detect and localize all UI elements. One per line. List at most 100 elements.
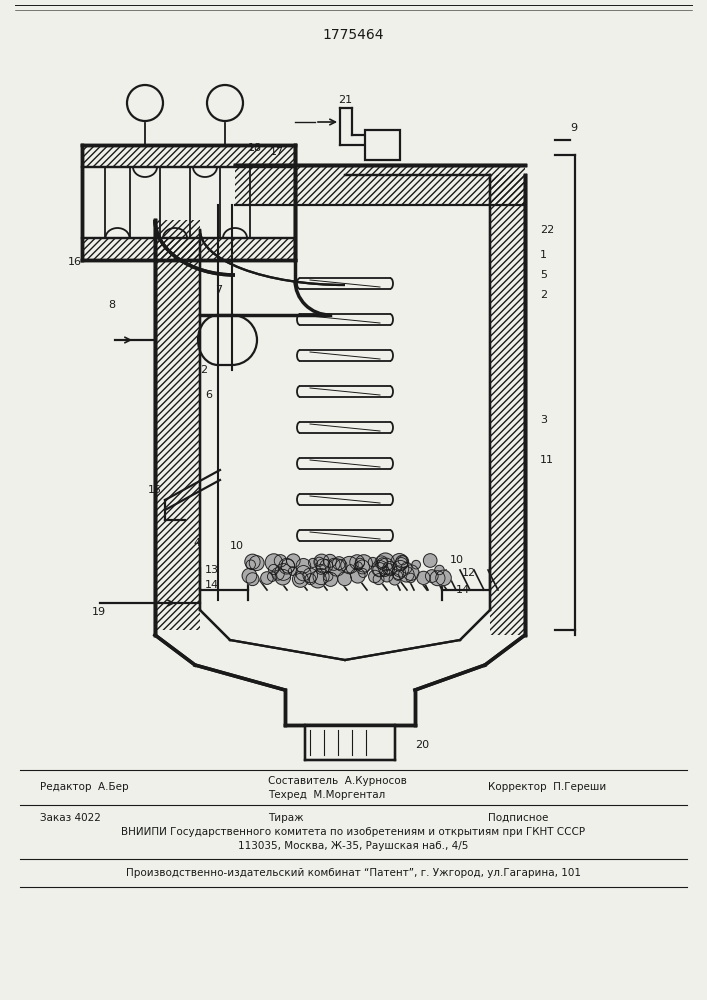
Circle shape — [396, 555, 409, 568]
Text: Техред  М.Моргентал: Техред М.Моргентал — [268, 790, 385, 800]
Bar — [155, 220, 200, 630]
Circle shape — [346, 565, 355, 573]
Circle shape — [391, 554, 408, 571]
Text: Производственно-издательский комбинат “Патент”, г. Ужгород, ул.Гагарина, 101: Производственно-издательский комбинат “П… — [126, 868, 580, 878]
Circle shape — [356, 558, 365, 567]
Circle shape — [296, 566, 311, 581]
Circle shape — [351, 568, 365, 583]
Circle shape — [323, 554, 337, 567]
Text: 2: 2 — [200, 365, 207, 375]
Text: Заказ 4022: Заказ 4022 — [40, 813, 101, 823]
Circle shape — [403, 565, 419, 580]
Text: 20: 20 — [415, 740, 429, 750]
Text: 12: 12 — [462, 568, 476, 578]
Text: ВНИИПИ Государственного комитета по изобретениям и открытиям при ГКНТ СССР: ВНИИПИ Государственного комитета по изоб… — [121, 827, 585, 837]
Circle shape — [341, 556, 358, 574]
Circle shape — [267, 572, 277, 581]
Text: 4: 4 — [193, 538, 200, 548]
Circle shape — [275, 564, 292, 580]
Circle shape — [328, 558, 340, 570]
Circle shape — [288, 567, 297, 575]
Circle shape — [373, 574, 384, 585]
Circle shape — [269, 564, 279, 575]
Text: 2: 2 — [540, 290, 547, 300]
Circle shape — [314, 554, 329, 570]
Text: 14: 14 — [205, 580, 219, 590]
Circle shape — [356, 560, 370, 574]
Circle shape — [377, 553, 395, 571]
Circle shape — [392, 566, 406, 579]
Text: 13: 13 — [205, 565, 219, 575]
Circle shape — [417, 571, 430, 584]
Circle shape — [261, 572, 274, 584]
Circle shape — [303, 568, 317, 583]
Circle shape — [368, 557, 378, 567]
Text: 10: 10 — [450, 555, 464, 565]
Circle shape — [354, 562, 362, 570]
Circle shape — [315, 557, 324, 566]
Text: 7: 7 — [215, 285, 222, 295]
Circle shape — [245, 554, 260, 569]
Text: Редактор  А.Бер: Редактор А.Бер — [40, 782, 129, 792]
Text: 5: 5 — [540, 270, 547, 280]
Circle shape — [336, 560, 347, 571]
Text: 21: 21 — [338, 95, 352, 105]
Bar — [82, 145, 295, 167]
Circle shape — [358, 569, 368, 577]
Circle shape — [316, 564, 326, 574]
Circle shape — [378, 558, 394, 574]
Circle shape — [375, 556, 388, 569]
Circle shape — [426, 570, 438, 582]
Circle shape — [423, 554, 437, 567]
Circle shape — [436, 570, 451, 586]
Circle shape — [384, 564, 395, 574]
Circle shape — [320, 560, 333, 572]
Text: 18: 18 — [248, 143, 262, 153]
Circle shape — [389, 574, 400, 585]
Circle shape — [373, 563, 387, 576]
Circle shape — [310, 571, 327, 588]
Text: 11: 11 — [540, 455, 554, 465]
Circle shape — [372, 561, 388, 577]
Circle shape — [350, 555, 365, 570]
Circle shape — [355, 555, 373, 572]
Text: 113035, Москва, Ж-35, Раушская наб., 4/5: 113035, Москва, Ж-35, Раушская наб., 4/5 — [238, 841, 468, 851]
Text: 1775464: 1775464 — [322, 28, 384, 42]
Circle shape — [246, 560, 255, 569]
Circle shape — [368, 570, 381, 583]
Circle shape — [435, 565, 444, 575]
Text: 16: 16 — [68, 257, 82, 267]
Text: Составитель  А.Курносов: Составитель А.Курносов — [268, 776, 407, 786]
Circle shape — [392, 560, 409, 577]
Circle shape — [246, 573, 259, 586]
Text: Подписное: Подписное — [488, 813, 549, 823]
Text: Тираж: Тираж — [268, 813, 303, 823]
Text: 1: 1 — [540, 250, 547, 260]
Circle shape — [274, 555, 286, 567]
Circle shape — [380, 569, 393, 582]
Circle shape — [399, 567, 414, 582]
Circle shape — [430, 571, 445, 586]
Circle shape — [338, 572, 351, 586]
Circle shape — [275, 569, 291, 585]
Circle shape — [305, 574, 316, 585]
Circle shape — [279, 558, 295, 574]
Text: Корректор  П.Гереши: Корректор П.Гереши — [488, 782, 606, 792]
Text: 6: 6 — [206, 390, 213, 400]
Circle shape — [308, 558, 317, 567]
Circle shape — [332, 557, 346, 570]
Circle shape — [316, 559, 330, 573]
Circle shape — [401, 562, 412, 573]
Bar — [365, 130, 400, 160]
Text: 15: 15 — [148, 485, 162, 495]
Text: 22: 22 — [540, 225, 554, 235]
Text: 8: 8 — [108, 300, 115, 310]
Circle shape — [296, 559, 311, 573]
Circle shape — [324, 572, 337, 586]
Circle shape — [412, 560, 421, 569]
Bar — [305, 725, 395, 760]
Circle shape — [382, 562, 397, 576]
Circle shape — [295, 574, 305, 584]
Circle shape — [398, 556, 407, 565]
Text: 19: 19 — [92, 607, 106, 617]
